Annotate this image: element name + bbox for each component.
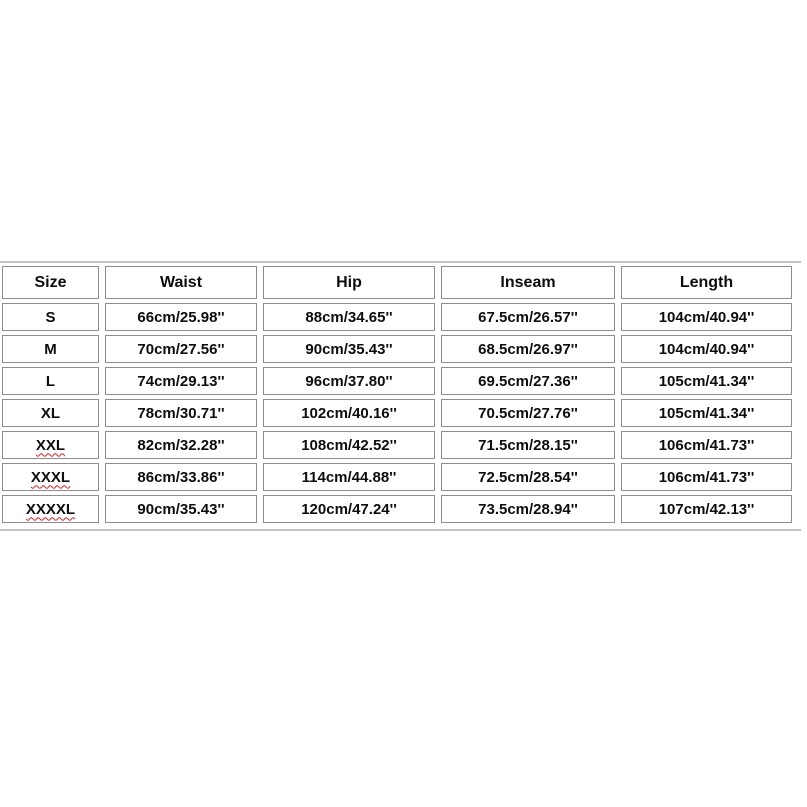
size-label: M	[44, 340, 57, 358]
column-header-hip: Hip	[263, 266, 435, 299]
length-value-cell: 107cm/42.13''	[621, 495, 792, 523]
size-label: S	[45, 308, 56, 326]
inseam-value-cell: 67.5cm/26.57''	[441, 303, 615, 331]
size-chart-table: Size Waist Hip Inseam Length S 66cm/25.9…	[2, 266, 792, 523]
clipped-row-border-bottom	[0, 529, 801, 531]
inseam-value-cell: 73.5cm/28.94''	[441, 495, 615, 523]
waist-value-cell: 74cm/29.13''	[105, 367, 257, 395]
size-label: XXXL	[30, 468, 71, 486]
hip-value-cell: 120cm/47.24''	[263, 495, 435, 523]
waist-value-cell: 86cm/33.86''	[105, 463, 257, 491]
inseam-value-cell: 72.5cm/28.54''	[441, 463, 615, 491]
column-header-waist: Waist	[105, 266, 257, 299]
inseam-value-cell: 71.5cm/28.15''	[441, 431, 615, 459]
inseam-value-cell: 68.5cm/26.97''	[441, 335, 615, 363]
waist-value-cell: 70cm/27.56''	[105, 335, 257, 363]
size-label: XXL	[35, 436, 66, 454]
hip-value-cell: 90cm/35.43''	[263, 335, 435, 363]
hip-value-cell: 88cm/34.65''	[263, 303, 435, 331]
size-label-cell: XXXL	[2, 463, 99, 491]
size-label-cell: S	[2, 303, 99, 331]
size-label-cell: XXL	[2, 431, 99, 459]
inseam-value-cell: 69.5cm/27.36''	[441, 367, 615, 395]
hip-value-cell: 114cm/44.88''	[263, 463, 435, 491]
size-label-cell: L	[2, 367, 99, 395]
size-label: L	[45, 372, 56, 390]
hip-value-cell: 102cm/40.16''	[263, 399, 435, 427]
waist-value-cell: 66cm/25.98''	[105, 303, 257, 331]
column-header-inseam: Inseam	[441, 266, 615, 299]
hip-value-cell: 96cm/37.80''	[263, 367, 435, 395]
column-header-length: Length	[621, 266, 792, 299]
waist-value-cell: 90cm/35.43''	[105, 495, 257, 523]
waist-value-cell: 78cm/30.71''	[105, 399, 257, 427]
size-label-cell: XXXXL	[2, 495, 99, 523]
waist-value-cell: 82cm/32.28''	[105, 431, 257, 459]
length-value-cell: 104cm/40.94''	[621, 335, 792, 363]
size-label-cell: M	[2, 335, 99, 363]
size-label: XXXXL	[25, 500, 76, 518]
length-value-cell: 106cm/41.73''	[621, 463, 792, 491]
length-value-cell: 106cm/41.73''	[621, 431, 792, 459]
column-header-size: Size	[2, 266, 99, 299]
size-label: XL	[40, 404, 61, 422]
hip-value-cell: 108cm/42.52''	[263, 431, 435, 459]
length-value-cell: 105cm/41.34''	[621, 399, 792, 427]
length-value-cell: 105cm/41.34''	[621, 367, 792, 395]
clipped-row-border-top	[0, 261, 801, 263]
size-label-cell: XL	[2, 399, 99, 427]
inseam-value-cell: 70.5cm/27.76''	[441, 399, 615, 427]
length-value-cell: 104cm/40.94''	[621, 303, 792, 331]
